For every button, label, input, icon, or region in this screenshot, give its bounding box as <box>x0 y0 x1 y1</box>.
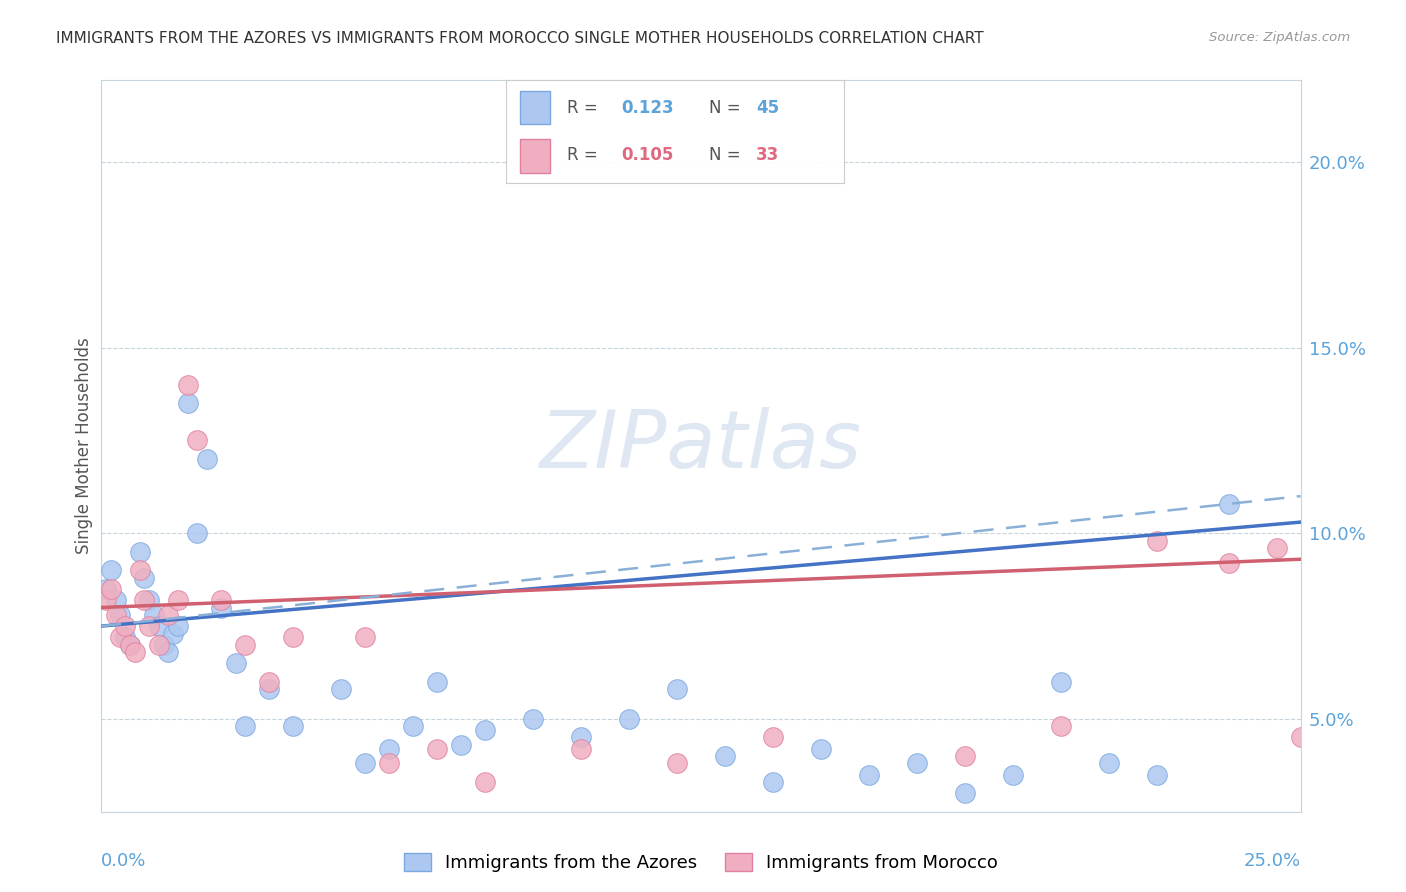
Point <box>257 674 280 689</box>
Point <box>354 630 377 644</box>
Point <box>450 738 472 752</box>
Point <box>104 593 127 607</box>
Point <box>100 582 122 596</box>
Text: Source: ZipAtlas.com: Source: ZipAtlas.com <box>1209 31 1350 45</box>
Text: 25.0%: 25.0% <box>1243 852 1301 870</box>
Point <box>1049 674 1071 689</box>
Point <box>110 630 132 644</box>
Text: R =: R = <box>567 99 603 117</box>
Point <box>128 563 150 577</box>
Point <box>114 630 136 644</box>
Point <box>167 619 190 633</box>
Point <box>330 682 353 697</box>
Point <box>152 638 174 652</box>
Point <box>176 396 198 410</box>
Text: N =: N = <box>709 99 745 117</box>
Point <box>1146 533 1168 548</box>
Point <box>426 741 449 756</box>
Point <box>474 775 496 789</box>
Point <box>378 756 401 771</box>
Point <box>143 607 166 622</box>
Point <box>1146 767 1168 781</box>
Text: R =: R = <box>567 146 603 164</box>
Point <box>94 593 117 607</box>
Point <box>1218 556 1240 570</box>
Point <box>1218 497 1240 511</box>
Point <box>569 731 592 745</box>
Point <box>665 756 688 771</box>
Point <box>138 619 160 633</box>
Point <box>233 638 256 652</box>
Point <box>225 657 247 671</box>
Point <box>100 563 122 577</box>
Point <box>134 571 156 585</box>
Point <box>186 526 208 541</box>
Point <box>148 638 170 652</box>
Point <box>858 767 880 781</box>
Point <box>1001 767 1024 781</box>
Point <box>128 545 150 559</box>
Point <box>195 452 218 467</box>
Point <box>953 786 976 800</box>
Point <box>94 582 117 596</box>
Point <box>522 712 544 726</box>
Point <box>138 593 160 607</box>
Point <box>762 775 785 789</box>
Point <box>474 723 496 737</box>
Point <box>134 593 156 607</box>
Legend: Immigrants from the Azores, Immigrants from Morocco: Immigrants from the Azores, Immigrants f… <box>404 853 998 872</box>
Point <box>714 749 737 764</box>
FancyBboxPatch shape <box>520 91 550 124</box>
Point <box>953 749 976 764</box>
Text: N =: N = <box>709 146 745 164</box>
Point <box>426 674 449 689</box>
Text: 0.123: 0.123 <box>621 99 673 117</box>
Point <box>1265 541 1288 555</box>
Point <box>1098 756 1121 771</box>
Point <box>257 682 280 697</box>
Text: IMMIGRANTS FROM THE AZORES VS IMMIGRANTS FROM MOROCCO SINGLE MOTHER HOUSEHOLDS C: IMMIGRANTS FROM THE AZORES VS IMMIGRANTS… <box>56 31 984 46</box>
Text: ZIPatlas: ZIPatlas <box>540 407 862 485</box>
Text: 33: 33 <box>756 146 779 164</box>
Point <box>810 741 832 756</box>
Point <box>104 607 127 622</box>
Point <box>124 645 146 659</box>
Point <box>281 719 304 733</box>
Text: 0.0%: 0.0% <box>101 852 146 870</box>
Point <box>1313 712 1336 726</box>
Point <box>905 756 928 771</box>
Point <box>162 626 184 640</box>
FancyBboxPatch shape <box>520 139 550 173</box>
Point <box>148 619 170 633</box>
Point <box>354 756 377 771</box>
Point <box>157 645 180 659</box>
Point <box>186 434 208 448</box>
Point <box>378 741 401 756</box>
Point <box>209 593 232 607</box>
Point <box>209 600 232 615</box>
Point <box>157 607 180 622</box>
Point <box>233 719 256 733</box>
Point <box>110 607 132 622</box>
Point <box>167 593 190 607</box>
Point <box>176 377 198 392</box>
Point <box>1049 719 1071 733</box>
Point <box>762 731 785 745</box>
Text: 45: 45 <box>756 99 779 117</box>
Point <box>118 638 141 652</box>
Point <box>281 630 304 644</box>
Point <box>118 638 141 652</box>
Y-axis label: Single Mother Households: Single Mother Households <box>75 338 93 554</box>
Point <box>402 719 425 733</box>
Text: 0.105: 0.105 <box>621 146 673 164</box>
Point <box>665 682 688 697</box>
Point <box>617 712 640 726</box>
Point <box>569 741 592 756</box>
Point <box>114 619 136 633</box>
Point <box>1289 731 1312 745</box>
